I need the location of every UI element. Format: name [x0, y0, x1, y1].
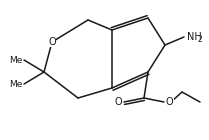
Text: Me: Me: [9, 55, 22, 65]
Text: O: O: [114, 97, 122, 107]
Text: O: O: [48, 37, 56, 47]
Text: Me: Me: [9, 80, 22, 88]
Text: NH: NH: [187, 32, 202, 42]
Text: 2: 2: [198, 34, 202, 44]
Text: O: O: [166, 97, 174, 107]
